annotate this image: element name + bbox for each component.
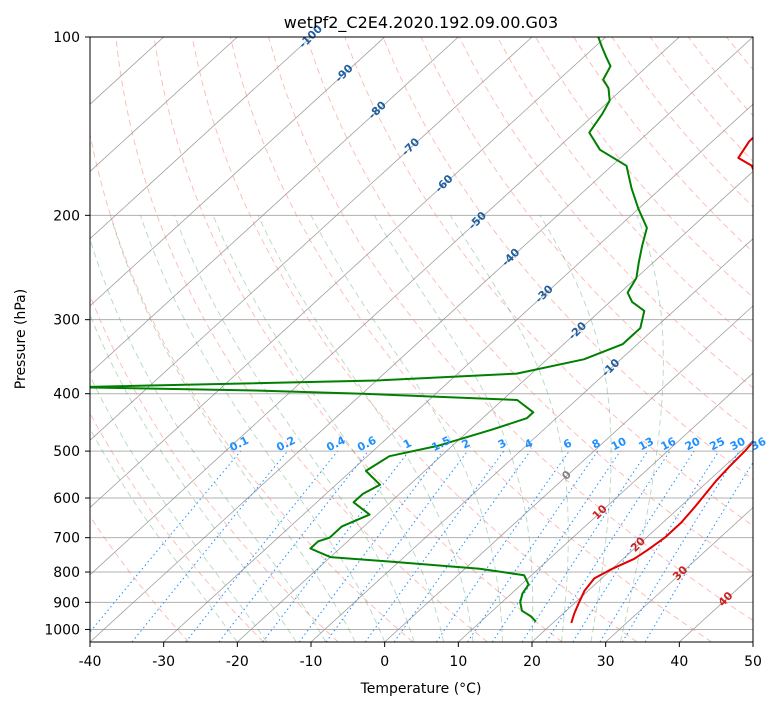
x-tick-label: 20 <box>523 654 541 670</box>
x-tick-label: -40 <box>79 654 102 670</box>
isotherm-line <box>163 103 753 642</box>
mixing-ratio-line <box>572 450 695 642</box>
moist-adiabat-line <box>90 313 297 642</box>
isotherm-line <box>90 37 680 576</box>
mixing-ratio-label: 16 <box>659 435 679 454</box>
mixing-ratio-line <box>491 450 621 642</box>
isotherm-line <box>384 305 753 642</box>
y-tick-label: 400 <box>53 387 80 403</box>
plot-frame <box>89 36 754 643</box>
x-tick-label: -10 <box>300 654 323 670</box>
y-tick-label: 200 <box>53 208 80 224</box>
moist-adiabat-line <box>90 237 327 642</box>
moist-adiabat-line <box>373 215 534 642</box>
isotherm-line <box>90 37 753 642</box>
mixing-ratio-line <box>467 450 599 642</box>
dewpoint-profile-line <box>90 37 648 623</box>
isotherm-line <box>310 238 753 642</box>
dry-adiabat-line <box>90 515 190 642</box>
mixing-ratio-label: 20 <box>683 435 703 454</box>
mixing-ratio-line <box>599 450 720 642</box>
dry-adiabat-line <box>306 37 753 574</box>
isotherm-line <box>237 170 753 642</box>
mixing-ratio-line <box>521 450 649 642</box>
dry-adiabat-line <box>497 37 753 344</box>
x-tick-label: 50 <box>744 654 762 670</box>
dry-adiabat-line <box>90 412 264 642</box>
isotherm-line <box>90 37 533 441</box>
mixing-ratio-line <box>131 450 288 642</box>
moist-adiabat-line <box>109 215 356 642</box>
moist-adiabat-line <box>310 215 503 642</box>
isotherm-line <box>458 372 753 642</box>
mixing-ratio-label: 10 <box>609 435 629 454</box>
y-axis: 100 200 300 400 500 600 700 800 900 1000 <box>44 30 90 638</box>
dry-adiabat-line <box>268 37 753 621</box>
dry-adiabat-line <box>90 293 339 642</box>
moist-adiabat-line <box>449 215 569 642</box>
isotherm-line <box>90 37 385 307</box>
y-axis-title: Pressure (hPa) <box>13 289 29 389</box>
isotherm-line <box>531 439 753 642</box>
x-tick-label: 40 <box>670 654 688 670</box>
series-layer <box>90 37 753 624</box>
isotherm-line <box>90 37 312 240</box>
mixing-ratio-line <box>393 450 531 642</box>
isotherm-line <box>90 37 459 374</box>
moist-adiabat-line <box>212 215 445 642</box>
y-tick-label: 700 <box>53 531 80 547</box>
y-tick-label: 900 <box>53 595 80 611</box>
y-tick-label: 500 <box>53 444 80 460</box>
dry-adiabat-line <box>535 37 753 298</box>
mixing-ratio-line <box>185 450 338 642</box>
moist-adiabat-line <box>619 215 664 642</box>
mixing-ratio-line <box>545 450 671 642</box>
isotherm-line <box>605 507 753 642</box>
mixing-ratio-label: 30 <box>728 435 748 454</box>
x-tick-label: -30 <box>152 654 175 670</box>
mixing-ratio-label: 36 <box>749 435 769 454</box>
moist-adiabat-line <box>257 215 474 642</box>
moist-adiabat-line <box>140 215 386 642</box>
y-tick-label: 1000 <box>44 622 80 638</box>
dry-adiabat-line <box>382 37 753 481</box>
y-tick-label: 800 <box>53 565 80 581</box>
x-axis: -40 -30 -20 -10 0 10 20 30 40 50 <box>79 642 762 670</box>
mixing-ratio-label: 13 <box>636 435 656 454</box>
temperature-profile-line <box>570 136 753 624</box>
dry-adiabat-line <box>90 131 414 642</box>
x-tick-label: 10 <box>449 654 467 670</box>
dry-adiabat-line <box>153 37 563 642</box>
mixing-ratio-label: 25 <box>707 435 727 454</box>
chart-title: wetPf2_C2E4.2020.192.09.00.G03 <box>284 13 558 33</box>
x-tick-label: 0 <box>380 654 389 670</box>
y-tick-label: 100 <box>53 30 80 46</box>
mixing-ratio-line <box>435 450 570 642</box>
x-tick-label: 30 <box>597 654 615 670</box>
dry-adiabat-line <box>229 37 712 642</box>
dry-adiabat-line <box>344 37 753 527</box>
x-axis-title: Temperature (°C) <box>360 681 482 697</box>
y-tick-label: 300 <box>53 313 80 329</box>
y-tick-label: 600 <box>53 491 80 507</box>
mixing-ratio-line <box>262 450 410 642</box>
isotherm-line <box>90 37 238 172</box>
dry-adiabat-line <box>115 37 488 642</box>
background-reference-lines <box>90 37 753 642</box>
x-tick-label: -20 <box>226 654 249 670</box>
moist-adiabat-line <box>90 374 268 642</box>
mixing-ratio-line <box>644 461 753 642</box>
mixing-ratio-line <box>621 450 740 642</box>
isotherm-line <box>90 37 606 509</box>
